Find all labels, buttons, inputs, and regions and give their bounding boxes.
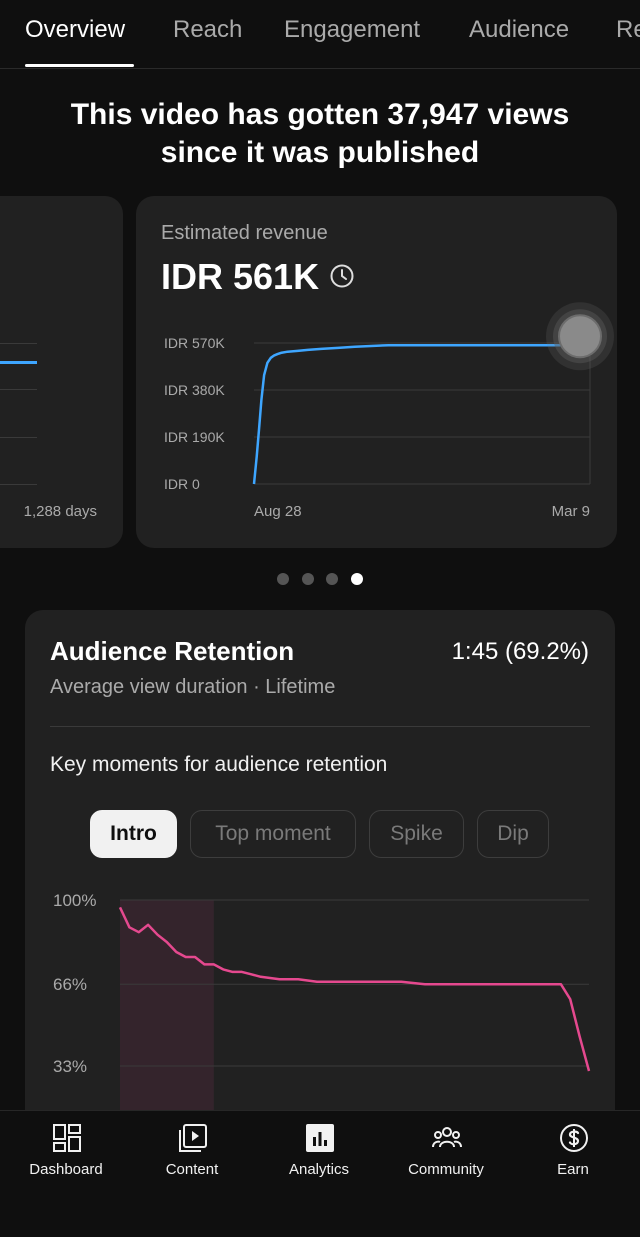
scrub-handle[interactable]	[558, 314, 602, 359]
tab-research-partial[interactable]: Re	[616, 16, 640, 43]
retention-title: Audience Retention	[50, 636, 295, 666]
revenue-value: IDR 561K	[161, 256, 320, 297]
nav-dashboard[interactable]: Dashboard	[2, 1111, 130, 1211]
retention-value: 1:45 (69.2%)	[451, 638, 589, 665]
audience-retention-card: Audience Retention 1:45 (69.2%) Average …	[25, 610, 615, 1170]
views-series-line	[0, 361, 37, 364]
revenue-series-line	[252, 343, 590, 485]
retention-chart: 100% 66% 33%	[53, 891, 591, 1170]
analytics-tabs: Overview Reach Engagement Audience Re	[0, 0, 640, 69]
key-moments-label: Key moments for audience retention	[50, 753, 388, 776]
pager-dot-active[interactable]	[351, 573, 363, 585]
analytics-icon	[306, 1124, 334, 1152]
chip-intro[interactable]: Intro	[90, 810, 177, 858]
revenue-chart: IDR 570K IDR 380K IDR 190K IDR 0 Aug 28 Mar 9	[164, 302, 614, 520]
content-icon	[179, 1124, 207, 1152]
headline-line-1: This video has gotten 37,947 views	[70, 98, 570, 131]
tab-audience[interactable]: Audience	[469, 16, 570, 43]
gridline	[0, 437, 37, 438]
y-tick-label: IDR 0	[164, 476, 200, 492]
chip-top-moment[interactable]: Top moment	[190, 810, 356, 858]
y-tick-label: IDR 190K	[164, 429, 225, 445]
headline-line-2: since it was published	[160, 136, 480, 169]
y-tick-label: IDR 380K	[164, 382, 225, 398]
pager-dot[interactable]	[326, 573, 338, 585]
nav-dashboard-label: Dashboard	[29, 1161, 103, 1178]
nav-analytics-label: Analytics	[288, 1161, 350, 1178]
pager-dot[interactable]	[302, 573, 314, 585]
nav-earn[interactable]: Earn	[509, 1111, 637, 1211]
dashboard-icon	[53, 1124, 81, 1152]
y-tick-label: 66%	[53, 975, 87, 994]
x-tick-label: Mar 9	[552, 503, 590, 520]
pager-dot[interactable]	[277, 573, 289, 585]
tab-engagement[interactable]: Engagement	[284, 16, 421, 43]
tab-reach[interactable]: Reach	[173, 16, 243, 43]
revenue-card[interactable]: Estimated revenue IDR 561K IDR 570K IDR 3…	[136, 196, 617, 548]
tab-overview[interactable]: Overview	[25, 16, 126, 43]
nav-content[interactable]: Content	[128, 1111, 256, 1211]
active-tab-indicator	[25, 64, 134, 67]
divider	[50, 726, 590, 727]
retention-series-line	[118, 906, 591, 1072]
y-tick-label: 100%	[53, 891, 96, 910]
views-card-partial[interactable]: 1,288 days	[0, 196, 123, 548]
revenue-label: Estimated revenue	[161, 222, 328, 244]
chip-spike[interactable]: Spike	[369, 810, 464, 858]
x-axis-label: 1,288 days	[23, 503, 97, 520]
chip-dip[interactable]: Dip	[477, 810, 549, 858]
gridline	[0, 484, 37, 485]
y-tick-label: IDR 570K	[164, 335, 225, 351]
nav-community[interactable]: Community	[382, 1111, 510, 1211]
nav-community-label: Community	[408, 1161, 484, 1178]
gridline	[0, 389, 37, 390]
nav-analytics[interactable]: Analytics	[255, 1111, 383, 1211]
x-tick-label: Aug 28	[254, 503, 302, 520]
community-icon	[432, 1127, 462, 1148]
clock-icon[interactable]	[329, 263, 355, 289]
carousel-pager	[277, 573, 367, 585]
earn-icon	[560, 1124, 588, 1152]
retention-subtitle: Average view duration · Lifetime	[50, 676, 336, 698]
nav-earn-label: Earn	[557, 1161, 589, 1178]
y-tick-label: 33%	[53, 1057, 87, 1076]
bottom-navigation: Dashboard Content Analytics	[0, 1110, 640, 1237]
nav-content-label: Content	[165, 1161, 219, 1178]
gridline	[0, 343, 37, 344]
views-headline: This video has gotten 37,947 views since…	[0, 96, 640, 172]
